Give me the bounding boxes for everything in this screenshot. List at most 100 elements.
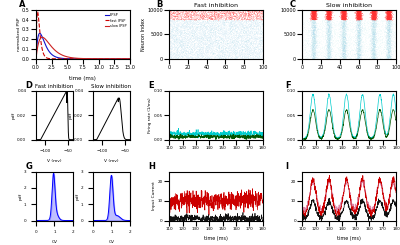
Point [327,21,334,25]
Point [192,13,198,17]
Point [341,12,348,16]
Point [305,36,311,40]
Point [391,19,397,23]
Point [210,17,217,21]
Point [357,17,364,21]
Point [245,55,252,59]
Point [313,45,319,49]
Point [310,12,316,16]
Point [319,42,325,46]
Point [359,24,365,28]
Point [310,48,316,51]
Point [311,12,317,16]
Point [370,17,377,21]
Point [380,19,386,23]
Point [324,20,331,24]
Point [366,20,373,24]
Point [310,11,316,15]
Point [324,12,331,16]
Point [311,50,317,54]
Point [342,54,348,58]
Point [370,43,376,47]
Point [199,30,206,34]
Point [352,26,358,30]
Point [325,26,332,30]
Point [310,40,316,44]
Point [370,15,376,19]
Point [324,55,331,59]
Point [230,11,236,15]
Point [178,10,184,13]
Point [341,15,347,19]
Point [355,43,361,47]
Point [245,32,252,36]
Point [311,12,318,16]
Point [183,39,189,43]
Point [339,8,346,12]
Point [227,54,233,58]
Point [324,14,330,18]
Point [326,13,332,17]
Point [231,33,238,37]
Point [220,42,226,46]
Point [354,50,360,54]
Point [311,25,317,29]
Point [208,57,215,61]
Point [239,47,246,51]
Point [341,16,348,20]
Point [339,49,345,53]
Point [311,15,317,19]
Point [338,26,345,30]
Point [327,9,334,13]
Point [337,27,344,31]
Point [309,20,316,24]
Point [229,8,236,12]
Point [326,8,332,12]
Point [248,40,254,44]
Point [383,55,390,59]
Point [355,36,361,39]
Point [371,55,377,59]
Point [207,34,213,38]
Point [378,50,384,54]
Point [340,40,346,44]
Point [357,10,363,14]
Point [384,50,390,54]
Point [309,51,315,55]
Point [340,12,346,16]
Point [385,12,391,16]
Point [369,54,376,58]
Point [340,17,347,21]
Point [325,13,332,17]
Point [326,27,332,31]
Point [251,47,258,51]
Point [310,9,316,13]
Point [370,14,377,18]
Point [340,31,346,35]
Point [357,49,363,52]
Point [203,40,210,44]
Point [388,47,395,51]
Point [169,28,175,32]
Point [180,11,186,15]
Point [378,29,384,33]
Point [385,32,392,36]
Point [192,27,198,31]
Point [241,31,248,35]
Point [341,10,347,14]
Point [189,34,196,37]
Point [168,47,174,50]
Point [339,40,345,44]
Point [387,12,393,16]
Point [311,25,317,29]
Point [242,36,249,40]
Point [247,53,254,57]
Point [213,38,220,42]
Point [169,20,176,24]
Point [340,24,346,28]
Point [354,36,361,40]
Point [355,13,361,17]
Point [242,9,248,13]
Point [244,52,250,56]
Point [225,27,231,31]
